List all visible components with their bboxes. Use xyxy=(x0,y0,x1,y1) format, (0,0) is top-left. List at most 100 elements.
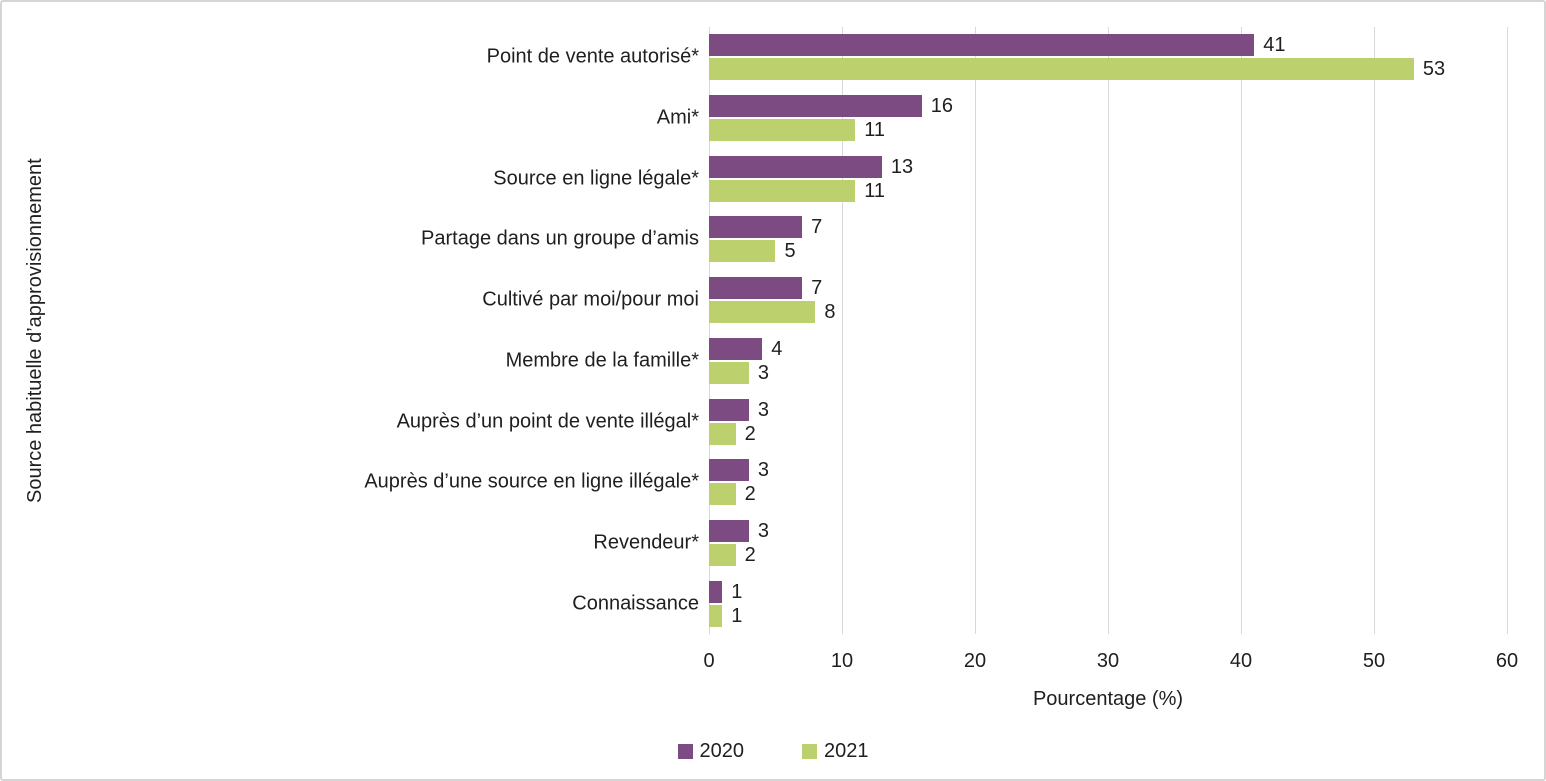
category-label: Membre de la famille* xyxy=(505,349,699,372)
bar-value-label: 2 xyxy=(744,543,756,566)
bar xyxy=(709,398,749,421)
gridline xyxy=(709,27,710,634)
bar-group: 7 5 xyxy=(709,216,1507,263)
x-tick-label: 50 xyxy=(1362,650,1386,672)
bar-value-label: 11 xyxy=(864,119,886,142)
bar xyxy=(709,361,749,384)
bar-value-label: 4 xyxy=(771,337,783,360)
bar-value-label: 13 xyxy=(890,155,914,178)
bar-line: 8 xyxy=(709,301,1507,324)
bar xyxy=(709,483,736,506)
bar-value-label: 8 xyxy=(824,301,836,324)
bar-line: 3 xyxy=(709,361,1507,384)
category-row: Ami* 16 11 xyxy=(657,88,1507,149)
bar-group: 1 1 xyxy=(709,580,1507,627)
bar xyxy=(709,604,723,627)
bar xyxy=(709,179,856,202)
bar-value-label: 3 xyxy=(757,519,770,542)
category-row: Membre de la famille* 4 3 xyxy=(506,331,1507,392)
category-row: Connaissance 1 1 xyxy=(572,573,1507,634)
bar-group: 16 11 xyxy=(709,95,1507,142)
bar xyxy=(709,519,749,542)
bar-value-label: 41 xyxy=(1263,34,1286,57)
bar xyxy=(709,58,1414,81)
bar-value-label: 2 xyxy=(744,422,756,445)
bar-line: 4 xyxy=(709,337,1507,360)
category-label: Auprès d’une source en ligne illégale* xyxy=(364,470,699,493)
x-tick-label: 0 xyxy=(703,650,715,672)
legend-swatch xyxy=(802,744,817,759)
category-row: Point de vente autorisé* 41 53 xyxy=(487,27,1507,88)
bar xyxy=(709,34,1255,57)
x-tick-label: 40 xyxy=(1229,650,1253,672)
gridlines xyxy=(709,27,1508,634)
plot-area: Point de vente autorisé* 41 53 Ami* 16 1… xyxy=(364,27,1508,634)
category-row: Cultivé par moi/pour moi 7 8 xyxy=(482,270,1507,331)
x-tick-label: 30 xyxy=(1096,650,1120,672)
bar-value-label: 5 xyxy=(784,240,796,263)
bar-value-label: 7 xyxy=(811,216,823,239)
x-tick-label: 20 xyxy=(963,650,987,672)
category-label: Auprès d’un point de vente illégal* xyxy=(396,410,699,433)
category-row: Auprès d’un point de vente illégal* 3 2 xyxy=(397,391,1507,452)
category-row: Auprès d’une source en ligne illégale* 3… xyxy=(364,452,1507,513)
category-label: Point de vente autorisé* xyxy=(486,45,699,68)
legend-swatch xyxy=(677,744,693,759)
bar-line: 11 xyxy=(709,179,1507,202)
category-row: Revendeur* 3 2 xyxy=(593,513,1507,574)
bar-group: 4 3 xyxy=(709,337,1507,384)
bar-value-label: 1 xyxy=(731,604,743,627)
legend-item-2021: 2021 xyxy=(802,740,869,763)
bar-group: 13 11 xyxy=(709,155,1507,202)
gridline xyxy=(1374,27,1375,634)
bar xyxy=(709,95,922,118)
bar xyxy=(709,119,856,142)
bar-value-label: 3 xyxy=(757,361,770,384)
bar xyxy=(709,301,816,324)
category-label: Source en ligne légale* xyxy=(493,167,699,190)
bar-group: 3 2 xyxy=(709,519,1507,566)
bar-line: 41 xyxy=(709,34,1507,57)
bar xyxy=(709,422,736,445)
bar-value-label: 7 xyxy=(811,277,823,300)
bar xyxy=(709,459,749,482)
bar-line: 5 xyxy=(709,240,1507,263)
category-label: Revendeur* xyxy=(593,531,699,554)
category-label: Ami* xyxy=(656,106,699,129)
bar-value-label: 53 xyxy=(1422,58,1446,81)
bar xyxy=(709,277,803,300)
bar-value-label: 3 xyxy=(757,398,770,421)
bar-line: 11 xyxy=(709,119,1507,142)
bar-line: 2 xyxy=(709,422,1507,445)
bar xyxy=(709,543,736,566)
bar-value-label: 1 xyxy=(731,580,743,603)
plot-rows: Point de vente autorisé* 41 53 Ami* 16 1… xyxy=(364,27,1507,634)
bar-value-label: 16 xyxy=(930,95,954,118)
bar xyxy=(709,155,882,178)
bar-value-label: 3 xyxy=(757,459,770,482)
bar-group: 7 8 xyxy=(709,277,1507,324)
x-tick-row: 0 10 20 30 40 50 60 xyxy=(703,650,1518,674)
gridline xyxy=(841,27,843,634)
gridline xyxy=(1108,27,1109,634)
bar-line: 1 xyxy=(709,604,1507,627)
bar xyxy=(709,337,763,360)
bar-line: 2 xyxy=(709,483,1507,506)
legend-label: 2020 xyxy=(699,740,745,762)
bar-group: 3 2 xyxy=(709,398,1507,445)
y-axis-title: Source habituelle d’approvisionnement xyxy=(24,158,46,503)
legend-item-2020: 2020 xyxy=(677,740,745,763)
x-tick-label: 10 xyxy=(830,650,854,672)
bar-line: 53 xyxy=(709,58,1507,81)
gridline xyxy=(974,27,976,634)
bar-line: 7 xyxy=(709,277,1507,300)
bar-line: 1 xyxy=(709,580,1507,603)
x-axis-title: Pourcentage (%) xyxy=(1032,688,1184,710)
gridline xyxy=(1507,27,1508,634)
bar xyxy=(709,240,776,263)
bar-line: 2 xyxy=(709,543,1507,566)
bar-value-label: 11 xyxy=(864,179,886,202)
category-row: Partage dans un groupe d’amis 7 5 xyxy=(421,209,1507,270)
category-row: Source en ligne légale* 13 11 xyxy=(493,148,1507,209)
